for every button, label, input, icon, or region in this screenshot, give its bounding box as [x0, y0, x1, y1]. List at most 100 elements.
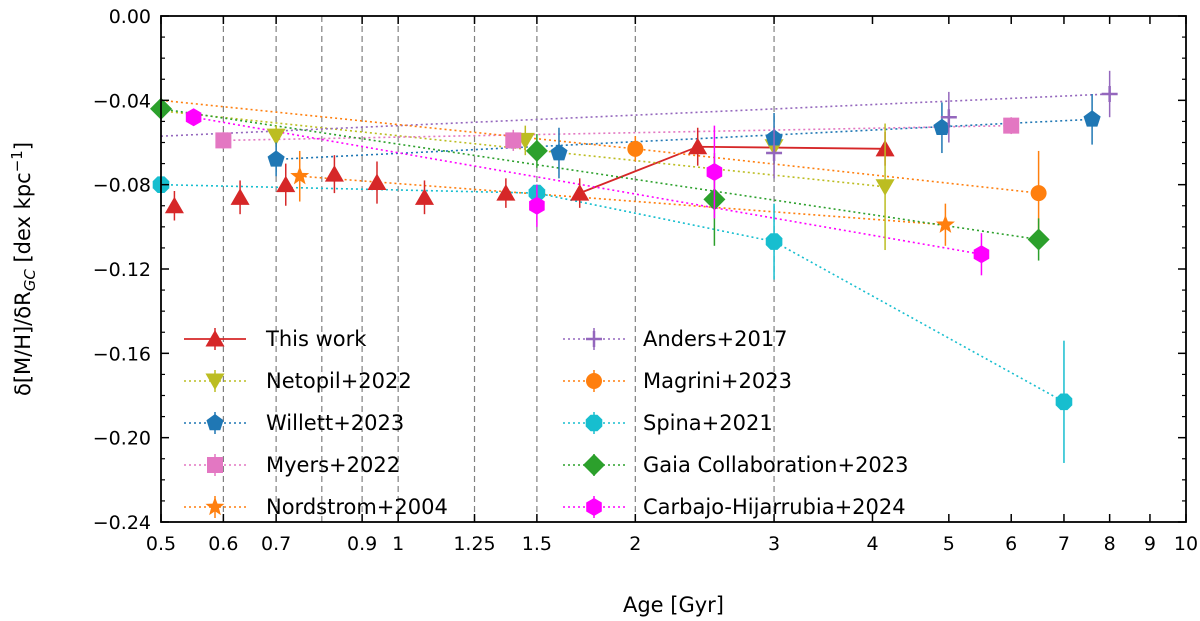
point-this-work: [324, 165, 344, 182]
point-this-work: [414, 188, 435, 205]
legend-label-magrini-2023: Magrini+2023: [643, 369, 792, 393]
legend-item-anders-2017: Anders+2017: [563, 327, 788, 351]
series-gaia-collaboration-2023: [150, 97, 1050, 261]
legend-marker-nordstrom-2004: [205, 497, 225, 516]
y-axis-label-sub: GC: [21, 269, 39, 292]
point-willett-2023: [933, 118, 951, 136]
legend-label-myers-2022: Myers+2022: [266, 453, 400, 477]
series-carbajo-hijarrubia-2024: [185, 108, 990, 276]
point-myers-2022: [1003, 117, 1020, 134]
plot-frame: [160, 15, 1187, 523]
series-this-work: [164, 127, 895, 221]
y-tick-label: 0.00: [109, 6, 151, 28]
series-myers-2022: [215, 117, 1020, 151]
axis-ticks: 0.5 0.6 0.7 0.9 1 1.25 1.5 2 3 4 5 6 7 8 9 10 0.00 −0.04 −…: [93, 6, 1198, 555]
legend-label-netopil-2022: Netopil+2022: [266, 369, 412, 393]
x-tick-label: 9: [1144, 533, 1156, 555]
legend-item-gaia-collaboration-2023: Gaia Collaboration+2023: [563, 453, 909, 477]
y-tick-label: −0.24: [93, 512, 151, 534]
x-tick-label: 10: [1174, 533, 1198, 555]
legend-item-myers-2022: Myers+2022: [184, 453, 400, 477]
legend-label-willett-2023: Willett+2023: [266, 411, 404, 435]
legend-marker-carbajo-hijarrubia-2024: [586, 498, 602, 516]
point-this-work: [230, 188, 250, 205]
legend-marker-this-work: [205, 330, 225, 347]
point-myers-2022: [215, 132, 232, 149]
legend-label-this-work: This work: [265, 327, 367, 351]
y-tick-label: −0.20: [93, 428, 151, 450]
point-this-work: [276, 175, 296, 193]
x-tick-label: 0.5: [146, 533, 176, 555]
point-magrini-2023: [1030, 185, 1047, 202]
legend-item-spina-2021: Spina+2021: [563, 411, 773, 435]
legend-item-netopil-2022: Netopil+2022: [184, 369, 412, 393]
legend-label-gaia-collaboration-2023: Gaia Collaboration+2023: [643, 453, 909, 477]
point-nordstrom-2004: [290, 166, 310, 185]
point-anders-2017: [1101, 86, 1118, 103]
data-points: [150, 70, 1118, 463]
y-tick-label: −0.04: [93, 90, 151, 112]
legend-item-magrini-2023: Magrini+2023: [563, 369, 792, 393]
point-gaia-collaboration-2023: [525, 139, 548, 162]
point-this-work: [570, 184, 590, 201]
legend-item-willett-2023: Willett+2023: [184, 411, 404, 435]
x-tick-label: 0.9: [347, 533, 377, 555]
series-magrini-2023: [627, 136, 1047, 236]
point-nordstrom-2004: [935, 214, 955, 233]
legend-label-carbajo-hijarrubia-2024: Carbajo-Hijarrubia+2024: [643, 495, 906, 519]
point-anders-2017: [940, 109, 957, 126]
x-tick-label: 6: [1005, 533, 1017, 555]
legend: This work Netopil+2022 Willett+2023 Myers+2…: [184, 327, 909, 519]
y-axis-label-unit: [dex kpc: [11, 172, 35, 269]
legend-marker-myers-2022: [207, 457, 223, 473]
legend-label-nordstrom-2004: Nordstrom+2004: [266, 495, 448, 519]
y-tick-label: −0.16: [93, 343, 151, 365]
legend-item-carbajo-hijarrubia-2024: Carbajo-Hijarrubia+2024: [563, 495, 906, 519]
point-this-work: [688, 137, 708, 155]
legend-marker-magrini-2023: [586, 373, 602, 389]
point-carbajo-hijarrubia-2024: [973, 245, 990, 264]
point-spina-2021: [1055, 393, 1073, 411]
point-magrini-2023: [627, 140, 644, 157]
series-anders-2017: [766, 70, 1118, 179]
series-nordstrom-2004: [290, 150, 955, 246]
x-tick-label: 2: [629, 533, 641, 555]
point-willett-2023: [550, 144, 568, 161]
legend-item-this-work: This work: [184, 327, 367, 351]
x-tick-label: 0.6: [208, 533, 238, 555]
y-axis-label-sup: −1: [8, 150, 26, 172]
legend-item-nordstrom-2004: Nordstrom+2004: [184, 495, 448, 519]
legend-marker-willett-2023: [206, 414, 224, 431]
legend-marker-gaia-collaboration-2023: [583, 454, 605, 476]
fit-line-netopil-2022: [160, 110, 886, 188]
fit-line-carbajo-hijarrubia-2024: [193, 116, 982, 256]
point-carbajo-hijarrubia-2024: [706, 163, 723, 182]
point-gaia-collaboration-2023: [1027, 228, 1050, 251]
point-this-work: [164, 196, 184, 214]
legend-marker-netopil-2022: [205, 373, 225, 390]
point-carbajo-hijarrubia-2024: [529, 196, 545, 215]
point-carbajo-hijarrubia-2024: [185, 108, 202, 127]
x-tick-label: 5: [943, 533, 955, 555]
fit-line-anders-2017: [160, 93, 1110, 137]
y-tick-label: −0.08: [93, 175, 151, 197]
x-tick-label: 4: [866, 533, 878, 555]
legend-label-spina-2021: Spina+2021: [643, 411, 773, 435]
y-axis-label-main: δ[M/H]/δR: [11, 291, 35, 396]
vertical-reference-lines: [222, 16, 775, 522]
y-axis-label-close: ]: [11, 142, 35, 150]
x-tick-label: 8: [1104, 533, 1116, 555]
point-anders-2017: [766, 145, 783, 162]
fit-line-magrini-2023: [160, 99, 1039, 194]
x-tick-label: 1.5: [522, 533, 552, 555]
x-axis-label: Age [Gyr]: [623, 593, 724, 617]
x-tick-label: 1: [392, 533, 404, 555]
point-this-work: [367, 173, 387, 191]
legend-marker-anders-2017: [586, 331, 602, 347]
point-this-work: [496, 184, 516, 201]
fit-line-willett-2023: [276, 118, 1093, 161]
fit-line-this-work: [579, 145, 886, 194]
x-tick-label: 7: [1058, 533, 1070, 555]
point-willett-2023: [1083, 110, 1101, 127]
